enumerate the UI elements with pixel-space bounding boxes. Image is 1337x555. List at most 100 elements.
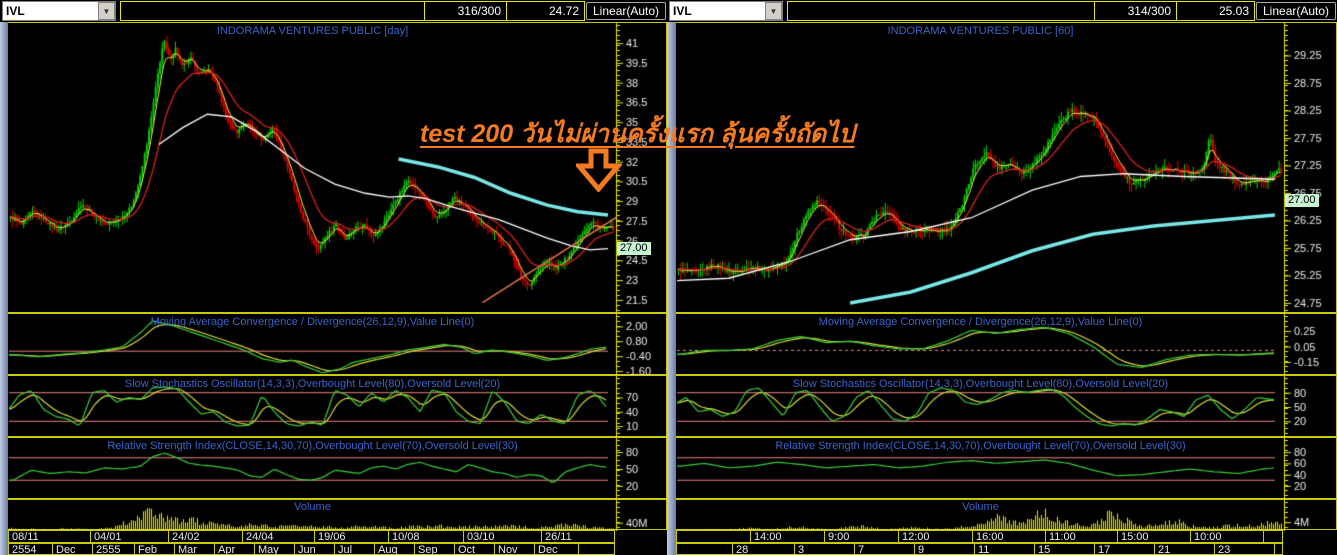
- axis-sublabel-cell: 17: [1094, 543, 1154, 555]
- axis-sublabel-cell: 21: [1154, 543, 1214, 555]
- axis-sublabel-cell: Sep: [414, 543, 454, 555]
- macd-panel: Moving Average Convergence / Divergence(…: [0, 313, 668, 376]
- bar-count: 314/300: [1094, 2, 1176, 20]
- axis-sublabel-cell: Dec: [52, 543, 92, 555]
- axis-sublabel-cell: [676, 543, 732, 555]
- price-chart-plot[interactable]: [1, 23, 668, 314]
- symbol-combobox[interactable]: IVL ▼: [669, 1, 783, 21]
- axis-label-cell: 10/08: [388, 530, 463, 543]
- axis-sublabel-cell: 9: [914, 543, 974, 555]
- last-price-tag: 27.00: [1285, 194, 1319, 208]
- axis-sublabel-cell: Nov: [494, 543, 534, 555]
- month-axis-row: 2554 Dec 2555 Feb Mar Apr May Jun Jul Aug Sep Oct No…: [8, 543, 615, 555]
- window-edge-strip[interactable]: [0, 22, 8, 555]
- axis-label-cell: 03/10: [463, 530, 541, 543]
- day-axis-row: 28 3 7 9 11 15 17 21 23: [676, 543, 1283, 555]
- bar-count: 316/300: [424, 2, 506, 20]
- volume-title: Volume: [294, 501, 331, 513]
- axis-sublabel-cell: May: [254, 543, 294, 555]
- axis-sublabel-cell: Jun: [294, 543, 334, 555]
- axis-sublabel-cell: [1274, 543, 1283, 555]
- axis-label-cell: 26/11: [541, 530, 615, 543]
- axis-sublabel-cell: Feb: [134, 543, 174, 555]
- axis-sublabel-cell: Aug: [374, 543, 414, 555]
- axis-label-cell: [1263, 530, 1283, 543]
- volume-plot[interactable]: [668, 500, 1337, 531]
- chevron-down-icon[interactable]: ▼: [765, 2, 782, 20]
- volume-title: Volume: [962, 501, 999, 513]
- date-axis-row: 08/11 04/01 24/02 24/04 19/06 10/08 03/10 26/11: [8, 530, 615, 543]
- axis-sublabel-cell: 11: [974, 543, 1034, 555]
- axis-sublabel-cell: 3: [794, 543, 854, 555]
- symbol-value: IVL: [6, 4, 25, 18]
- rsi-panel: Relative Strength Index(CLOSE,14,30,70),…: [667, 437, 1337, 500]
- symbol-value: IVL: [673, 4, 692, 18]
- rsi-title: Relative Strength Index(CLOSE,14,30,70),…: [107, 440, 518, 452]
- price-chart-plot[interactable]: [668, 23, 1337, 314]
- axis-label-cell: 08/11: [8, 530, 90, 543]
- volume-panel: Volume: [0, 499, 668, 531]
- rsi-panel: Relative Strength Index(CLOSE,14,30,70),…: [0, 437, 668, 500]
- axis-label-cell: 14:00: [750, 530, 824, 543]
- axis-label-cell: 12:00: [898, 530, 972, 543]
- rsi-plot[interactable]: [1, 438, 668, 500]
- price-panel: INDORAMA VENTURES PUBLIC [60] 27.00: [667, 22, 1337, 314]
- stochastics-title: Slow Stochastics Oscillator(14,3,3),Over…: [124, 378, 501, 390]
- last-price: 24.72: [506, 2, 584, 20]
- axis-sublabel-cell: 15: [1034, 543, 1094, 555]
- time-axis-row: 14:00 9:00 12:00 16:00 11:00 15:00 10:00: [676, 530, 1283, 543]
- toolbar: IVL ▼ 314/300 25.03 Linear(Auto): [667, 0, 1337, 22]
- chart-title: INDORAMA VENTURES PUBLIC [day]: [216, 25, 409, 37]
- axis-sublabel-cell: 7: [854, 543, 914, 555]
- macd-plot[interactable]: [668, 314, 1337, 376]
- rsi-title: Relative Strength Index(CLOSE,14,30,70),…: [775, 440, 1186, 452]
- axis-label-cell: 19/06: [314, 530, 388, 543]
- axis-label-cell: 04/01: [90, 530, 168, 543]
- scale-button[interactable]: Linear(Auto): [586, 2, 666, 20]
- status-box: 314/300 25.03: [787, 1, 1255, 21]
- axis-sublabel-cell: Mar: [174, 543, 214, 555]
- last-price: 25.03: [1176, 2, 1254, 20]
- chart-title: INDORAMA VENTURES PUBLIC [60]: [887, 25, 1074, 37]
- axis-sublabel-cell: Apr: [214, 543, 254, 555]
- axis-sublabel-cell: 28: [732, 543, 794, 555]
- toolbar-spacer: [121, 2, 424, 20]
- scale-button[interactable]: Linear(Auto): [1256, 2, 1336, 20]
- axis-sublabel-cell: Jul: [334, 543, 374, 555]
- axis-label-cell: [676, 530, 750, 543]
- macd-title: Moving Average Convergence / Divergence(…: [818, 316, 1143, 328]
- axis-label-cell: 24/04: [242, 530, 314, 543]
- macd-plot[interactable]: [1, 314, 668, 376]
- stochastics-plot[interactable]: [1, 376, 668, 438]
- macd-title: Moving Average Convergence / Divergence(…: [150, 316, 475, 328]
- axis-sublabel-cell: Dec: [534, 543, 578, 555]
- chevron-down-icon[interactable]: ▼: [98, 2, 115, 20]
- window-edge-strip[interactable]: [667, 22, 676, 555]
- volume-plot[interactable]: [1, 500, 668, 531]
- toolbar-spacer: [788, 2, 1094, 20]
- axis-label-cell: 9:00: [824, 530, 898, 543]
- volume-panel: Volume: [667, 499, 1337, 531]
- toolbar: IVL ▼ 316/300 24.72 Linear(Auto): [0, 0, 667, 22]
- chart-window-60min: IVL ▼ 314/300 25.03 Linear(Auto) INDORAM…: [667, 0, 1337, 555]
- stochastics-plot[interactable]: [668, 376, 1337, 438]
- symbol-combobox[interactable]: IVL ▼: [2, 1, 116, 21]
- axis-sublabel-cell: 2555: [92, 543, 134, 555]
- axis-label-cell: 16:00: [972, 530, 1045, 543]
- axis-label-cell: 10:00: [1190, 530, 1263, 543]
- stochastics-title: Slow Stochastics Oscillator(14,3,3),Over…: [792, 378, 1169, 390]
- axis-sublabel-cell: [578, 543, 615, 555]
- axis-sublabel-cell: Oct: [454, 543, 494, 555]
- axis-label-cell: 11:00: [1045, 530, 1117, 543]
- price-panel: INDORAMA VENTURES PUBLIC [day] 27.00: [0, 22, 668, 314]
- status-box: 316/300 24.72: [120, 1, 585, 21]
- axis-label-cell: 24/02: [168, 530, 242, 543]
- rsi-plot[interactable]: [668, 438, 1337, 500]
- macd-panel: Moving Average Convergence / Divergence(…: [667, 313, 1337, 376]
- last-price-tag: 27.00: [617, 242, 651, 256]
- axis-sublabel-cell: 2554: [8, 543, 52, 555]
- stochastics-panel: Slow Stochastics Oscillator(14,3,3),Over…: [667, 375, 1337, 438]
- axis-label-cell: 15:00: [1117, 530, 1190, 543]
- stochastics-panel: Slow Stochastics Oscillator(14,3,3),Over…: [0, 375, 668, 438]
